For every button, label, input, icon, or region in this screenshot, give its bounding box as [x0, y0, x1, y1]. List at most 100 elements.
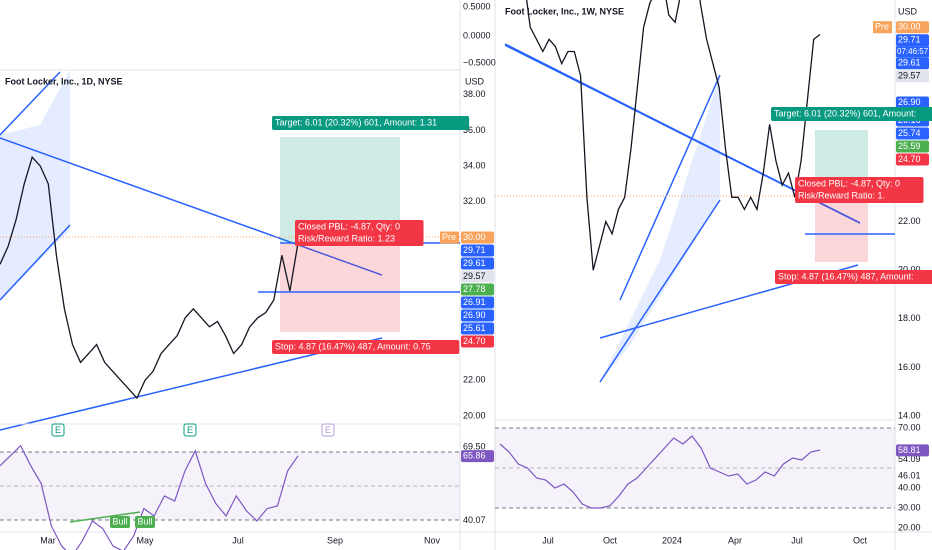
price-badge	[461, 231, 494, 244]
price-badge-text: 24.70	[898, 154, 921, 164]
countdown: 07:46:57	[897, 47, 929, 56]
chart-title: Foot Locker, Inc., 1W, NYSE	[505, 6, 624, 16]
earnings-marker	[321, 423, 335, 437]
price-badge-text: 29.57	[463, 271, 486, 281]
price-badge-text: 27.78	[463, 284, 486, 294]
price-label: 36.00	[463, 125, 486, 135]
stop-label: Stop: 4.87 (16.47%) 487, Amount:	[778, 271, 914, 281]
price-badge-text: 25.61	[463, 323, 486, 333]
price-badge	[896, 70, 929, 83]
trade-label: Closed PBL: -4.87, Qty: 0	[798, 178, 900, 188]
trendline	[0, 71, 61, 136]
price-badge	[896, 34, 929, 47]
price-label: 18.00	[898, 313, 921, 323]
time-label: Oct	[603, 535, 618, 545]
price-badge	[896, 153, 929, 166]
rsi-label: 46.01	[898, 470, 921, 480]
price-badge	[896, 57, 929, 70]
price-badge-text: 29.71	[463, 245, 486, 255]
price-label: 0.5000	[463, 1, 491, 11]
rsi-label: 20.00	[898, 522, 921, 532]
price-label: 22.00	[463, 375, 486, 385]
time-label: Sep	[327, 535, 343, 545]
trade-label: Risk/Reward Ratio: 1.	[798, 190, 885, 200]
price-badge-text: 29.71	[898, 35, 921, 45]
earnings-label: E	[325, 425, 331, 435]
currency-label: USD	[898, 6, 918, 16]
trendline	[599, 199, 721, 383]
price-badge	[461, 270, 494, 283]
time-label: Apr	[728, 535, 742, 545]
trade-label-box	[295, 220, 424, 246]
price-badge-text: 26.91	[463, 297, 486, 307]
time-label: May	[136, 535, 154, 545]
time-label: Nov	[424, 535, 441, 545]
price-line	[526, 0, 821, 271]
trendline	[0, 224, 71, 301]
signal-label: Bull	[137, 516, 152, 526]
earnings-marker	[51, 423, 65, 437]
currency-label: USD	[465, 76, 485, 86]
price-label: −0.5000	[463, 57, 496, 67]
price-badge	[461, 257, 494, 270]
trendline	[0, 137, 383, 276]
rsi-label: 69.50	[463, 441, 486, 451]
earnings-label: E	[55, 425, 61, 435]
rsi-label: 30.00	[898, 502, 921, 512]
channel	[600, 75, 720, 382]
trade-label: Risk/Reward Ratio: 1.23	[298, 233, 395, 243]
rsi-badge	[896, 444, 929, 457]
pre-badge	[440, 231, 459, 244]
signal-badge	[135, 516, 155, 528]
price-label: 34.00	[463, 160, 486, 170]
time-label: 2024	[662, 535, 682, 545]
target-label: Target: 6.01 (20.32%) 601, Amount:	[774, 108, 916, 118]
price-badge-text: 25.74	[898, 128, 921, 138]
divergence-line	[69, 511, 141, 523]
price-badge	[461, 322, 494, 335]
price-line	[0, 155, 299, 400]
rsi-band	[0, 452, 460, 520]
trade-label-box	[795, 177, 924, 203]
chart-title: Foot Locker, Inc., 1D, NYSE	[5, 76, 123, 86]
price-label: 14.00	[898, 410, 921, 420]
price-badge-text: 30.00	[463, 232, 486, 242]
stop-label-box	[272, 340, 460, 354]
pre-label: Pre	[442, 232, 456, 242]
price-badge-text: 25.59	[898, 141, 921, 151]
price-badge-text: 29.61	[898, 58, 921, 68]
time-label: Jul	[232, 535, 244, 545]
time-label: Mar	[40, 535, 56, 545]
price-badge	[461, 244, 494, 257]
rsi-label: 40.00	[898, 482, 921, 492]
price-badge-text: 26.90	[898, 97, 921, 107]
price-badge	[461, 309, 494, 322]
rsi-badge	[461, 450, 494, 463]
time-label: Jul	[791, 535, 803, 545]
price-badge-text: 30.00	[898, 22, 921, 32]
rsi-badge-text: 65.86	[463, 451, 486, 461]
price-badge	[896, 96, 929, 109]
price-badge	[896, 21, 929, 34]
price-badge-text: 24.70	[463, 336, 486, 346]
stop-label-box	[775, 270, 932, 284]
rsi-label: 54.09	[898, 454, 921, 464]
price-label: 20.00	[463, 410, 486, 420]
price-label: 16.00	[898, 362, 921, 372]
signal-label: Bull	[112, 516, 127, 526]
earnings-label: E	[187, 425, 193, 435]
signal-badge	[110, 516, 130, 528]
earnings-marker	[183, 423, 197, 437]
price-badge	[461, 335, 494, 348]
price-label: 32.00	[463, 196, 486, 206]
price-badge-text: 29.57	[898, 71, 921, 81]
price-label: 22.00	[898, 216, 921, 226]
rsi-line	[0, 444, 299, 550]
price-badge	[461, 296, 494, 309]
pre-label: Pre	[875, 22, 889, 32]
price-label: 20.00	[898, 265, 921, 275]
trade-label: Closed PBL: -4.87, Qty: 0	[298, 221, 400, 231]
channel	[0, 70, 70, 300]
price-badge	[896, 127, 929, 140]
